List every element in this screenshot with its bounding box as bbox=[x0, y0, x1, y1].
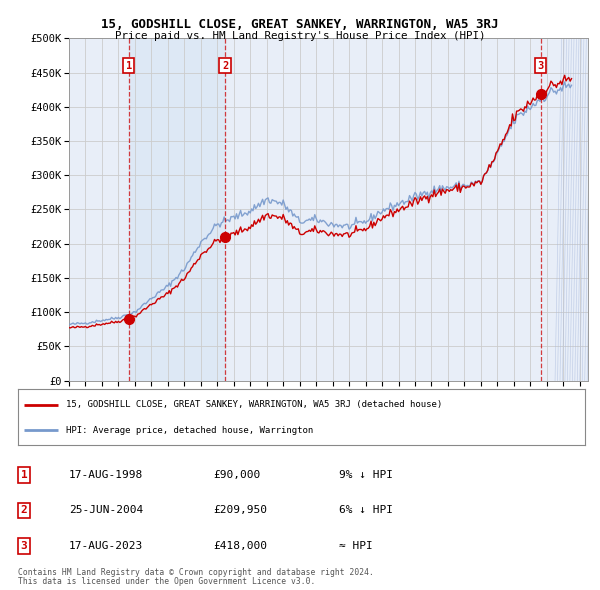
Text: ≈ HPI: ≈ HPI bbox=[339, 541, 373, 550]
Text: 17-AUG-1998: 17-AUG-1998 bbox=[69, 470, 143, 480]
Bar bbox=[129, 38, 225, 381]
Text: 3: 3 bbox=[538, 61, 544, 71]
Text: 17-AUG-2023: 17-AUG-2023 bbox=[69, 541, 143, 550]
Text: HPI: Average price, detached house, Warrington: HPI: Average price, detached house, Warr… bbox=[66, 426, 313, 435]
Text: Price paid vs. HM Land Registry's House Price Index (HPI): Price paid vs. HM Land Registry's House … bbox=[115, 31, 485, 41]
Text: 1: 1 bbox=[125, 61, 132, 71]
Text: £209,950: £209,950 bbox=[213, 506, 267, 515]
Text: 25-JUN-2004: 25-JUN-2004 bbox=[69, 506, 143, 515]
Text: 6% ↓ HPI: 6% ↓ HPI bbox=[339, 506, 393, 515]
Text: 1: 1 bbox=[20, 470, 28, 480]
Text: £90,000: £90,000 bbox=[213, 470, 260, 480]
Text: 3: 3 bbox=[20, 541, 28, 550]
Text: 2: 2 bbox=[222, 61, 229, 71]
Text: 15, GODSHILL CLOSE, GREAT SANKEY, WARRINGTON, WA5 3RJ: 15, GODSHILL CLOSE, GREAT SANKEY, WARRIN… bbox=[101, 18, 499, 31]
Text: 2: 2 bbox=[20, 506, 28, 515]
Text: £418,000: £418,000 bbox=[213, 541, 267, 550]
Text: Contains HM Land Registry data © Crown copyright and database right 2024.: Contains HM Land Registry data © Crown c… bbox=[18, 568, 374, 577]
Bar bbox=[555, 38, 588, 381]
Text: This data is licensed under the Open Government Licence v3.0.: This data is licensed under the Open Gov… bbox=[18, 577, 316, 586]
Text: 9% ↓ HPI: 9% ↓ HPI bbox=[339, 470, 393, 480]
Text: 15, GODSHILL CLOSE, GREAT SANKEY, WARRINGTON, WA5 3RJ (detached house): 15, GODSHILL CLOSE, GREAT SANKEY, WARRIN… bbox=[66, 400, 442, 409]
